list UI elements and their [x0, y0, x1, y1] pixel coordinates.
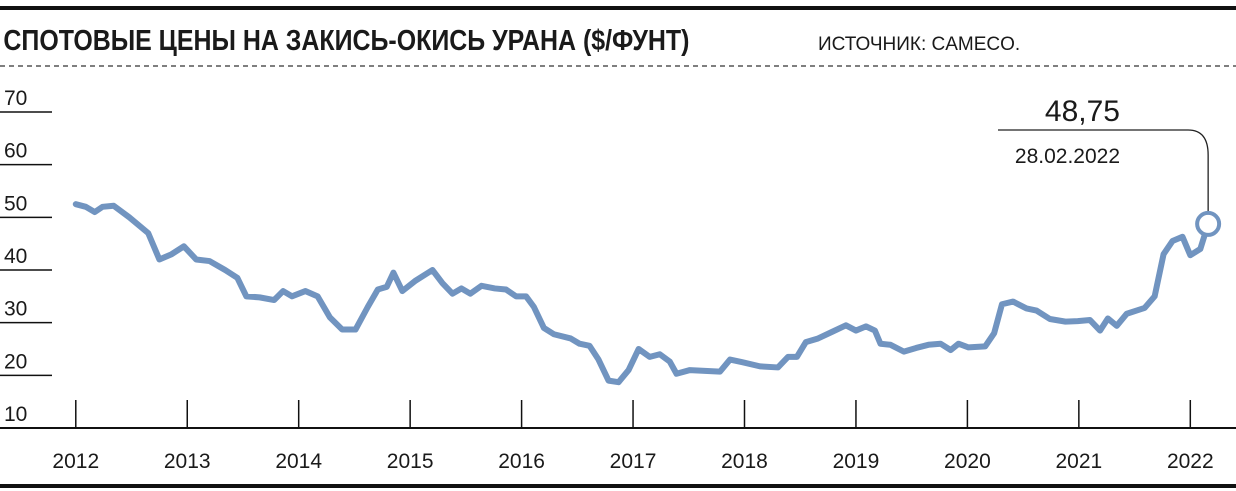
- x-tick-label: 2022: [1167, 450, 1214, 473]
- x-tick-label: 2012: [52, 450, 99, 473]
- chart-title: СПОТОВЫЕ ЦЕНЫ НА ЗАКИСЬ-ОКИСЬ УРАНА ($/Ф…: [3, 24, 689, 56]
- last-point: [1195, 210, 1222, 237]
- last-date-label: 28.02.2022: [1015, 145, 1120, 168]
- x-tick-label: 2018: [721, 450, 768, 473]
- source: ИСТОЧНИК: CAMECO.: [818, 34, 1020, 55]
- y-tick-label: 70: [4, 87, 27, 110]
- callout-line: [998, 129, 1209, 212]
- bottom-rule: [0, 484, 1236, 488]
- x-tick-label: 2014: [275, 450, 322, 473]
- y-tick-label: 40: [4, 245, 27, 268]
- x-tick-label: 2020: [944, 450, 991, 473]
- y-tick-label: 10: [4, 403, 27, 426]
- x-tick-label: 2015: [387, 450, 434, 473]
- y-tick-label: 30: [4, 298, 27, 321]
- price-line: [72, 201, 1212, 386]
- last-value-label: 48,75: [1045, 95, 1120, 128]
- y-tick-label: 20: [4, 350, 27, 373]
- y-tick-label: 50: [4, 192, 27, 215]
- y-tick-label: 60: [4, 140, 27, 163]
- top-rule: [0, 6, 1236, 10]
- x-tick-label: 2019: [833, 450, 880, 473]
- x-tick-label: 2013: [164, 450, 211, 473]
- x-tick-label: 2017: [610, 450, 657, 473]
- x-tick-label: 2021: [1055, 450, 1102, 473]
- x-tick-label: 2016: [498, 450, 545, 473]
